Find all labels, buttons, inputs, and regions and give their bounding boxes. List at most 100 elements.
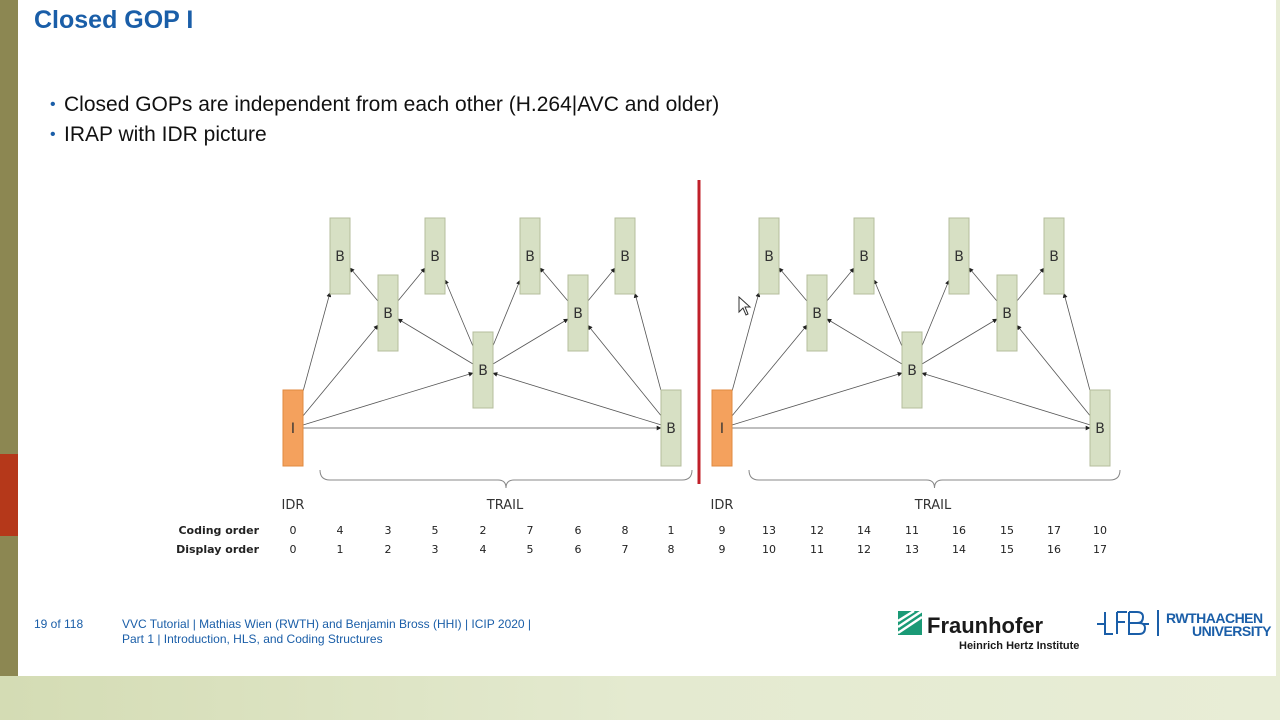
right-decor-edge [1276,0,1280,676]
coding-order-label: Coding order [178,524,259,537]
rwth-separator [1157,610,1159,636]
reference-arrow [731,324,808,417]
reference-arrow [731,372,903,426]
display-order-value: 16 [1047,543,1061,556]
bullet-dot-icon: • [50,126,56,143]
b-frame [424,217,446,295]
frame-type-label: B [859,249,869,265]
b-frame [329,217,351,295]
coding-order-value: 5 [432,524,439,537]
bullet-text: IRAP with IDR picture [64,123,267,146]
frame-type-label: B [620,249,630,265]
display-order-value: 3 [432,543,439,556]
frame-type-label: B [478,363,488,379]
reference-arrow [587,267,616,302]
coding-order-value: 1 [668,524,675,537]
reference-arrow [492,279,521,346]
lfb-logo-icon [1097,611,1149,635]
reference-arrow [921,372,1091,426]
reference-arrow [539,267,569,302]
footer-line-1: VVC Tutorial | Mathias Wien (RWTH) and B… [122,617,532,631]
reference-arrow [921,318,998,365]
coding-order-value: 2 [480,524,487,537]
frame-type-label: B [335,249,345,265]
display-order-value: 4 [480,543,487,556]
order-table: 0041325324756687189913101211141211131614… [176,498,1107,556]
coding-order-value: 13 [762,524,776,537]
reference-arrow [587,324,662,416]
reference-arrow [397,267,426,302]
trail-brace [748,469,1121,489]
bullet-item: • IRAP with IDR picture [50,120,719,150]
fraunhofer-logo-icon [898,611,922,635]
coding-order-value: 12 [810,524,824,537]
i-frame [282,389,304,467]
display-order-value: 15 [1000,543,1014,556]
display-order-value: 10 [762,543,776,556]
coding-order-value: 10 [1093,524,1107,537]
reference-arrow [921,279,950,346]
frame-type-label: B [1049,249,1059,265]
bottom-decor-band [0,676,1280,720]
reference-arrow [633,292,662,391]
bullet-dot-icon: • [50,96,56,113]
frame-type-label: B [525,249,535,265]
b-frame [806,274,828,352]
rwth-logo-line2: UNIVERSITY [1192,623,1272,639]
mouse-pointer-icon [738,296,752,316]
coding-order-value: 3 [385,524,392,537]
display-order-value: 0 [290,543,297,556]
reference-arrow [397,318,474,365]
display-order-value: 1 [337,543,344,556]
frame-type-label: B [1002,306,1012,322]
display-order-value: 12 [857,543,871,556]
coding-order-value: 17 [1047,524,1061,537]
b-frame [660,389,682,467]
frame-type-label: B [907,363,917,379]
reference-arrow [873,279,903,347]
reference-arrow [1016,267,1045,302]
frame-type-label: B [1095,421,1105,437]
coding-order-value: 14 [857,524,871,537]
reference-arrow [1062,292,1091,391]
b-frame [996,274,1018,352]
frames: I B B B B B B B B I B B B B B B B B [282,217,1111,467]
bullet-list: • Closed GOPs are independent from each o… [50,90,719,150]
b-frame [901,331,923,409]
coding-order-value: 6 [575,524,582,537]
reference-arrow [826,267,855,302]
coding-order-value: 4 [337,524,344,537]
trail-label: TRAIL [914,498,952,513]
reference-arrow [1016,324,1091,416]
idr-label: IDR [282,498,305,513]
reference-arrow [302,324,379,417]
slide-title: Closed GOP I [34,6,194,34]
coding-order-value: 11 [905,524,919,537]
bullet-text: Closed GOPs are independent from each ot… [64,93,720,116]
frame-type-label: I [291,421,295,437]
braces [319,469,1121,489]
reference-arrow [731,292,761,392]
b-frame [472,331,494,409]
left-decor-stripe [0,0,18,720]
fraunhofer-name: Fraunhofer [927,613,1044,638]
fraunhofer-institute: Heinrich Hertz Institute [959,640,1080,652]
display-order-value: 13 [905,543,919,556]
frame-type-label: B [383,306,393,322]
b-frame [948,217,970,295]
b-frame [567,274,589,352]
i-frame [711,389,733,467]
frame-type-label: I [720,421,724,437]
display-order-value: 8 [668,543,675,556]
reference-arrow [492,318,569,365]
frame-type-label: B [954,249,964,265]
b-frame [853,217,875,295]
bullet-item: • Closed GOPs are independent from each o… [50,90,719,120]
b-frame [519,217,541,295]
trail-brace [319,469,693,489]
display-order-value: 9 [719,543,726,556]
reference-arrow [778,267,808,302]
rwth-logo-line1: RWTHAACHEN [1166,610,1263,626]
display-order-value: 7 [622,543,629,556]
coding-order-value: 15 [1000,524,1014,537]
